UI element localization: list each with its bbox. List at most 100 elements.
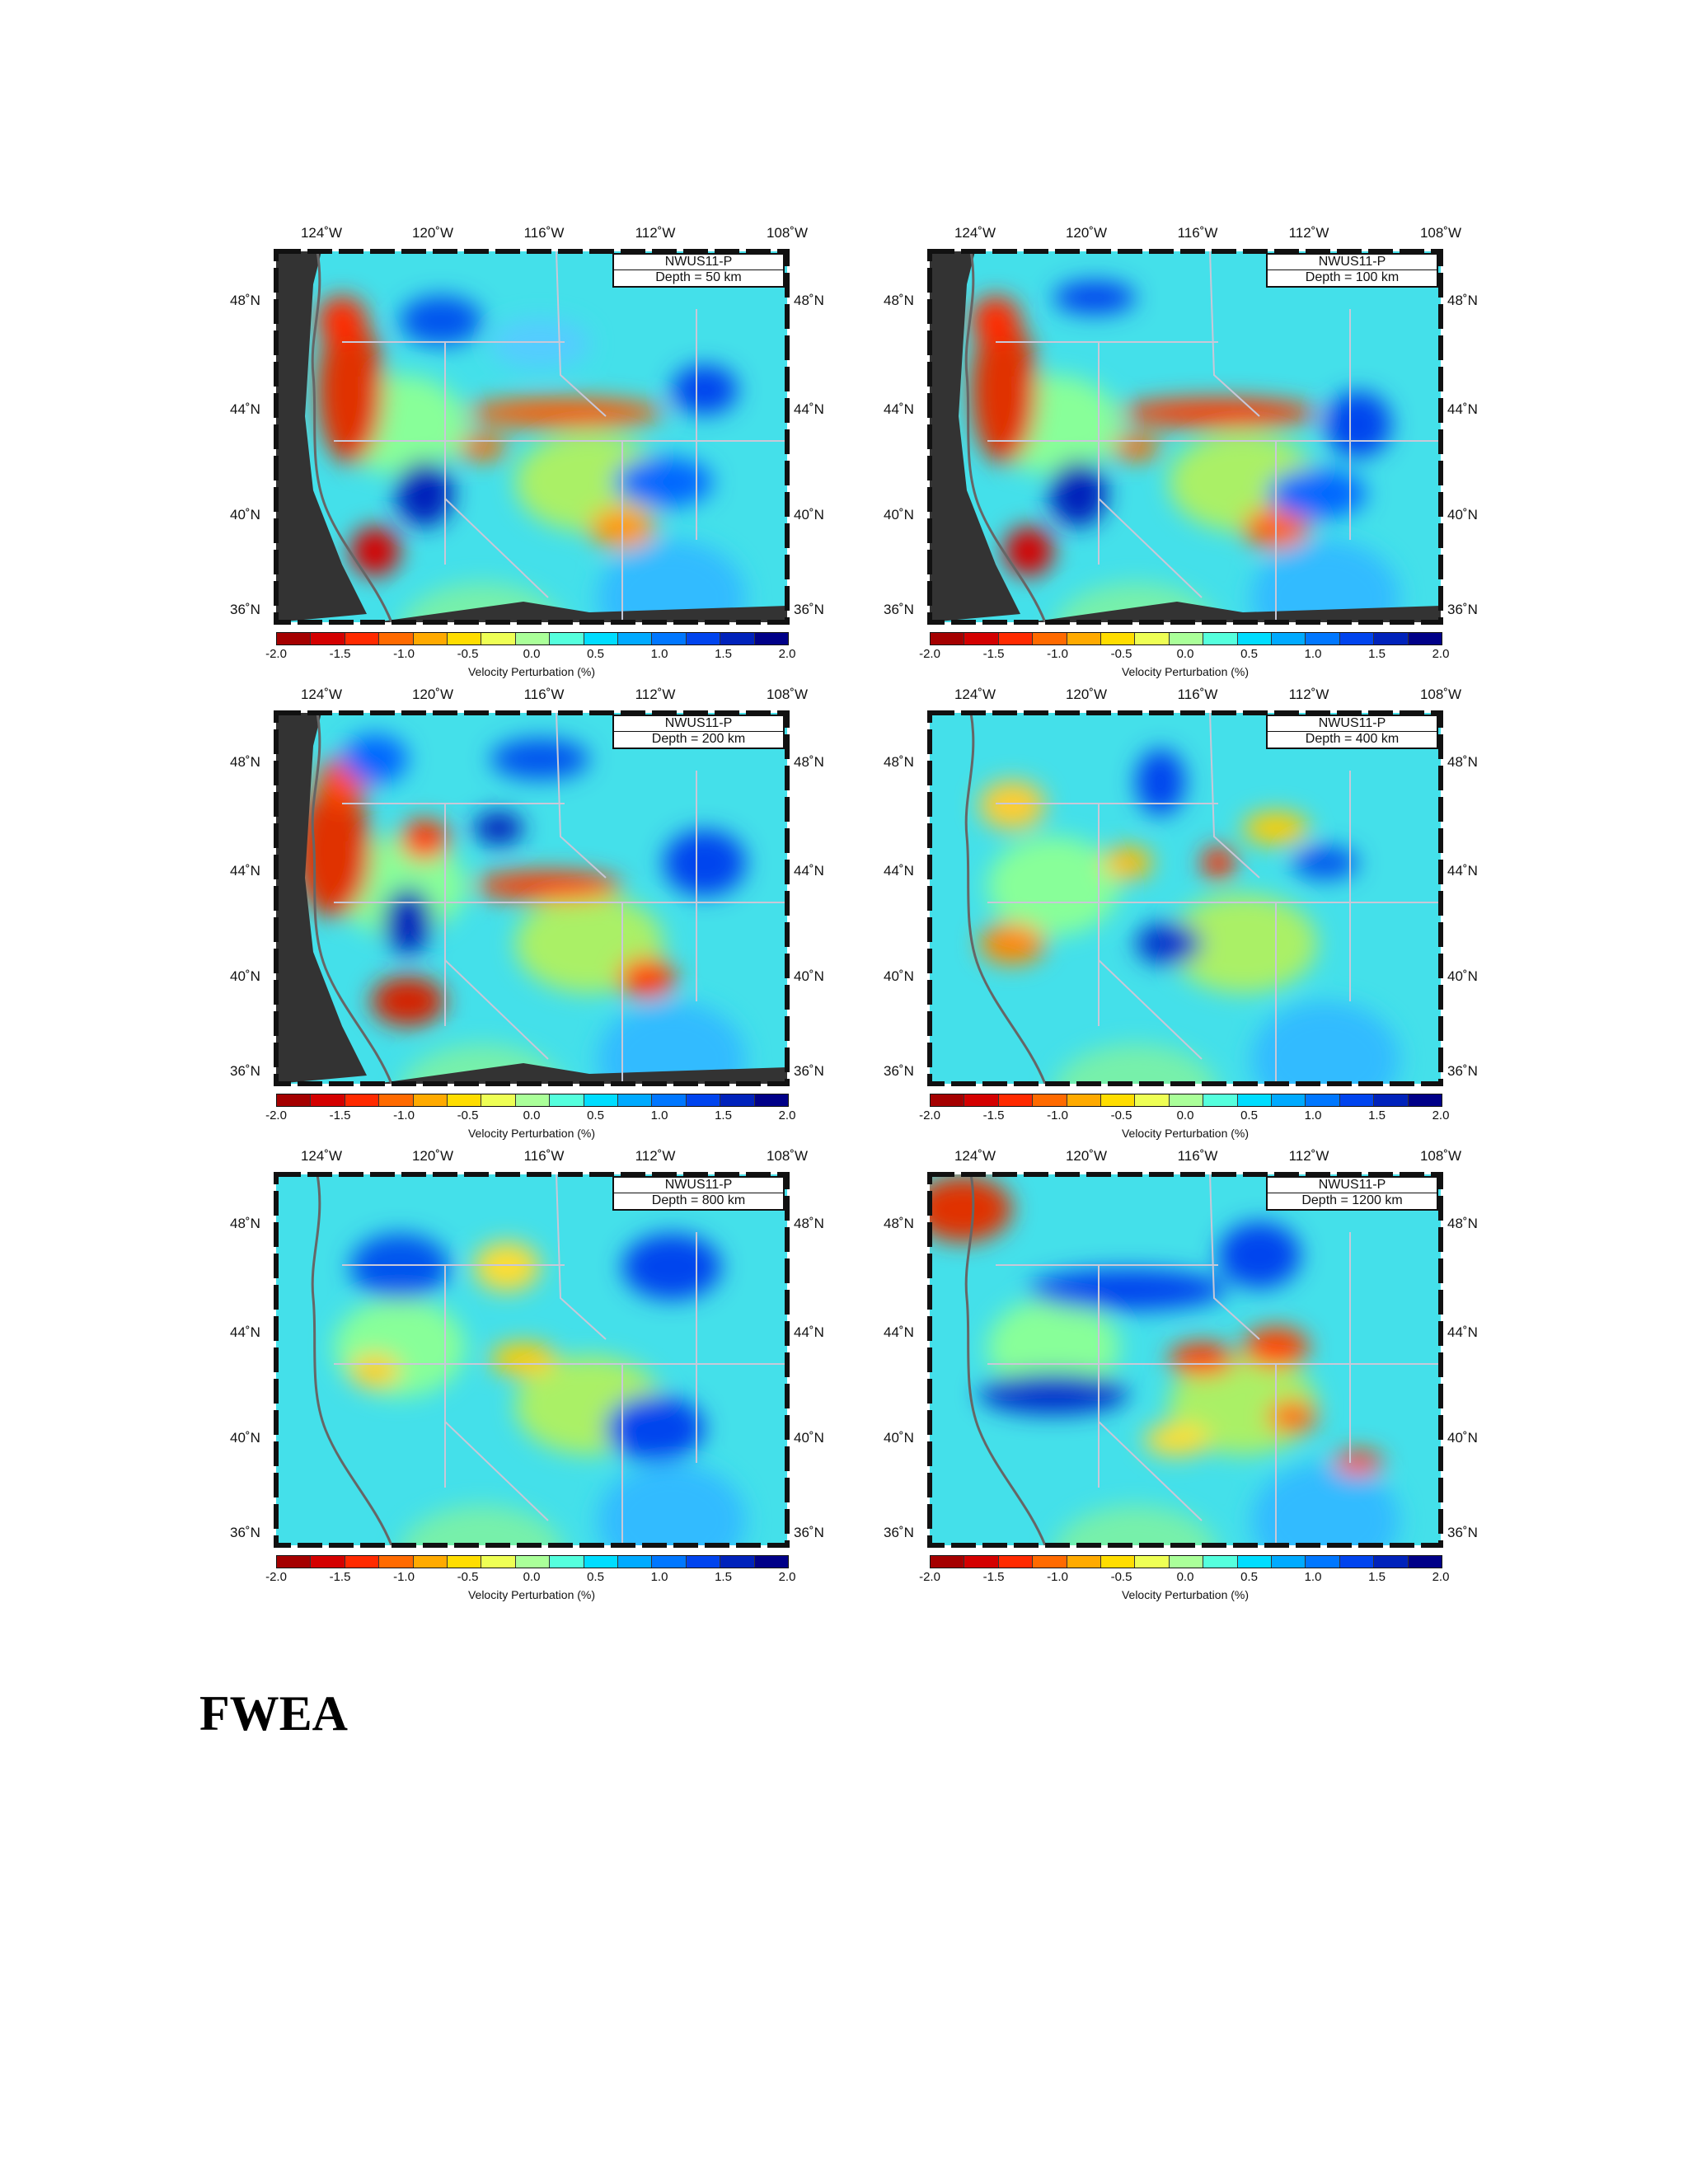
velocity-anomaly xyxy=(1029,1269,1226,1310)
longitude-label: 108˚W xyxy=(1419,225,1462,241)
colorbar-segment xyxy=(686,1094,721,1106)
colorbar-segment xyxy=(964,1556,999,1568)
tomography-panel: 124˚W 120˚W 116˚W 112˚W 108˚W 48˚N 44˚N 40˚N 36˚… xyxy=(227,1148,870,1619)
velocity-anomaly xyxy=(490,738,589,780)
colorbar-segment xyxy=(1169,1094,1204,1106)
colorbar-tick-label: -2.0 xyxy=(265,647,287,661)
colorbar-tick-label: 1.5 xyxy=(1368,1108,1386,1122)
colorbar-segment xyxy=(1067,1094,1102,1106)
colorbar-tick-label: 0.0 xyxy=(1176,1570,1194,1584)
tomography-panel: 124˚W 120˚W 116˚W 112˚W 108˚W 48˚N 44˚N 40˚N 36˚… xyxy=(227,225,870,696)
longitude-label: 116˚W xyxy=(1177,225,1218,241)
colorbar-segment xyxy=(1306,633,1340,644)
velocity-anomaly xyxy=(371,977,445,1026)
colorbar-segment xyxy=(618,1094,653,1106)
velocity-anomaly xyxy=(1251,540,1400,622)
colorbar-segment xyxy=(1203,633,1238,644)
velocity-anomaly xyxy=(1243,1327,1309,1368)
longitude-label: 116˚W xyxy=(523,225,565,241)
velocity-anomaly xyxy=(979,1373,1128,1414)
velocity-anomaly xyxy=(1004,527,1053,576)
colorbar-segment xyxy=(584,1556,619,1568)
coastline xyxy=(311,1174,393,1545)
colorbar-tick-label: 1.0 xyxy=(1304,1570,1322,1584)
latitude-label: 36˚N xyxy=(230,1063,260,1079)
colorbar-segment xyxy=(720,1556,755,1568)
colorbar-tick-label: 2.0 xyxy=(778,1570,796,1584)
colorbar-segment xyxy=(652,1556,687,1568)
colorbar-segment xyxy=(1033,1094,1067,1106)
no-data-mask xyxy=(375,602,787,622)
section-heading: FWEA xyxy=(199,1686,348,1741)
coastline xyxy=(964,251,1047,622)
velocity-anomaly xyxy=(1136,923,1202,964)
latitude-label: 36˚N xyxy=(794,602,824,617)
latitude-label: 48˚N xyxy=(794,754,824,770)
colorbar-segment xyxy=(515,1556,551,1568)
velocity-anomaly xyxy=(474,871,622,901)
colorbar-segment xyxy=(931,1556,965,1568)
colorbar-title: Velocity Perturbation (%) xyxy=(467,1588,596,1601)
state-boundaries xyxy=(334,251,787,622)
velocity-map xyxy=(927,249,1443,625)
colorbar xyxy=(276,1555,789,1568)
latitude-label: 48˚N xyxy=(884,754,914,770)
longitude-label: 124˚W xyxy=(300,225,343,241)
longitude-labels: 124˚W 120˚W 116˚W 112˚W 108˚W xyxy=(880,1141,1523,1166)
colorbar-segment xyxy=(481,1556,516,1568)
velocity-anomaly xyxy=(598,1001,746,1084)
colorbar-segment xyxy=(1272,633,1306,644)
colorbar-tick-label: -2.0 xyxy=(919,1108,940,1122)
tomography-panel: 124˚W 120˚W 116˚W 112˚W 108˚W 48˚N 44˚N 40˚N 36˚… xyxy=(880,687,1523,1158)
colorbar-segment xyxy=(1101,1556,1136,1568)
velocity-anomaly xyxy=(930,1176,1012,1242)
model-legend: NWUS11-P Depth = 100 km xyxy=(1266,253,1438,288)
colorbar-segment xyxy=(618,633,653,644)
colorbar-segment xyxy=(720,633,755,644)
longitude-label: 112˚W xyxy=(635,1148,676,1164)
longitude-label: 112˚W xyxy=(1288,687,1329,702)
model-legend: NWUS11-P Depth = 200 km xyxy=(612,715,785,749)
colorbar-tick-label: -2.0 xyxy=(919,647,940,661)
latitude-label: 36˚N xyxy=(1447,602,1478,617)
velocity-anomaly xyxy=(622,1234,721,1300)
latitude-label: 48˚N xyxy=(230,754,260,770)
model-legend: NWUS11-P Depth = 800 km xyxy=(612,1176,785,1211)
colorbar-segment xyxy=(1067,633,1102,644)
longitude-label: 120˚W xyxy=(411,1148,454,1164)
colorbar-segment xyxy=(550,1094,584,1106)
latitude-label: 44˚N xyxy=(794,1324,824,1340)
longitude-label: 108˚W xyxy=(766,687,809,702)
colorbar-tick-label: 2.0 xyxy=(778,647,796,661)
model-name: NWUS11-P xyxy=(1268,255,1437,270)
velocity-anomaly xyxy=(401,1506,563,1545)
velocity-anomaly xyxy=(1144,1423,1210,1456)
colorbar-segment xyxy=(311,1556,345,1568)
velocity-anomaly xyxy=(663,830,746,896)
colorbar-tick-label: 0.5 xyxy=(587,647,604,661)
colorbar-segment xyxy=(652,633,687,644)
colorbar-segment xyxy=(1203,1556,1238,1568)
latitude-label: 36˚N xyxy=(794,1525,824,1540)
colorbar-tick-label: -2.0 xyxy=(919,1570,940,1584)
latitude-label: 44˚N xyxy=(230,863,260,879)
colorbar-segment xyxy=(277,633,312,644)
colorbar-tick-label: 0.0 xyxy=(1176,1108,1194,1122)
colorbar xyxy=(930,632,1442,645)
velocity-anomaly xyxy=(1103,846,1152,879)
no-data-mask xyxy=(930,251,1020,622)
velocity-anomaly xyxy=(350,1234,449,1300)
colorbar-segment xyxy=(931,633,965,644)
colorbar-segment xyxy=(1306,1556,1340,1568)
colorbar-title: Velocity Perturbation (%) xyxy=(1121,665,1250,678)
latitude-label: 40˚N xyxy=(884,1430,914,1446)
map-frame xyxy=(274,710,790,1086)
colorbar-segment xyxy=(515,1094,551,1106)
colorbar-tick-label: 1.5 xyxy=(1368,1570,1386,1584)
velocity-anomaly xyxy=(400,296,482,345)
tomography-panel: 124˚W 120˚W 116˚W 112˚W 108˚W 48˚N 44˚N 40˚N 36˚… xyxy=(880,225,1523,696)
longitude-labels: 124˚W 120˚W 116˚W 112˚W 108˚W xyxy=(227,218,870,243)
latitude-label: 40˚N xyxy=(1447,1430,1478,1446)
latitude-label: 48˚N xyxy=(794,1216,824,1231)
latitude-label: 36˚N xyxy=(230,602,260,617)
